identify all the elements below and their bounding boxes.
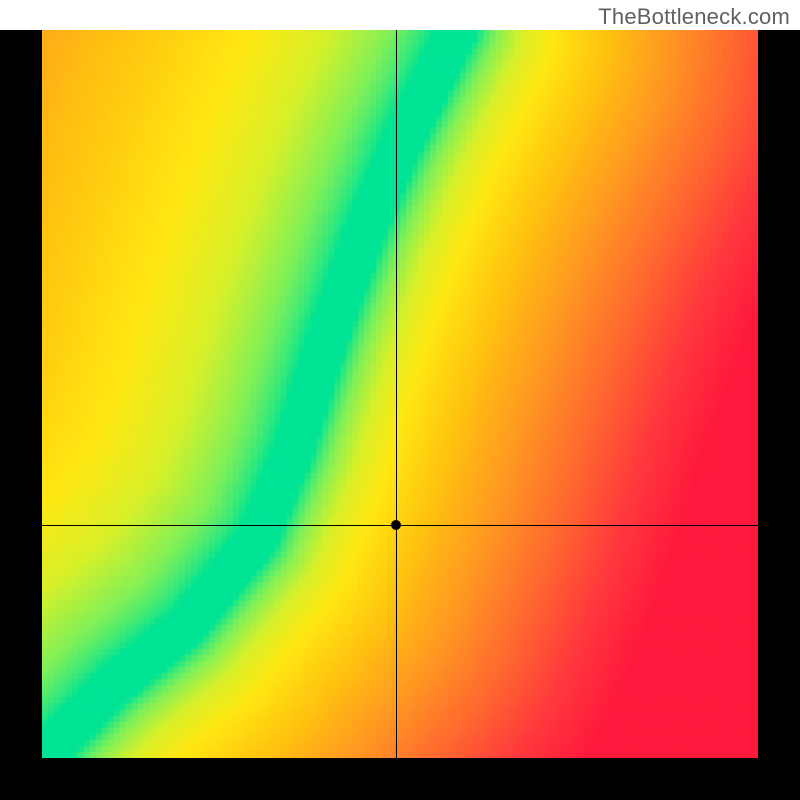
chart-container: TheBottleneck.com — [0, 0, 800, 800]
crosshair-vertical — [396, 30, 397, 758]
heatmap-plot — [42, 30, 758, 758]
watermark-text: TheBottleneck.com — [598, 4, 790, 30]
